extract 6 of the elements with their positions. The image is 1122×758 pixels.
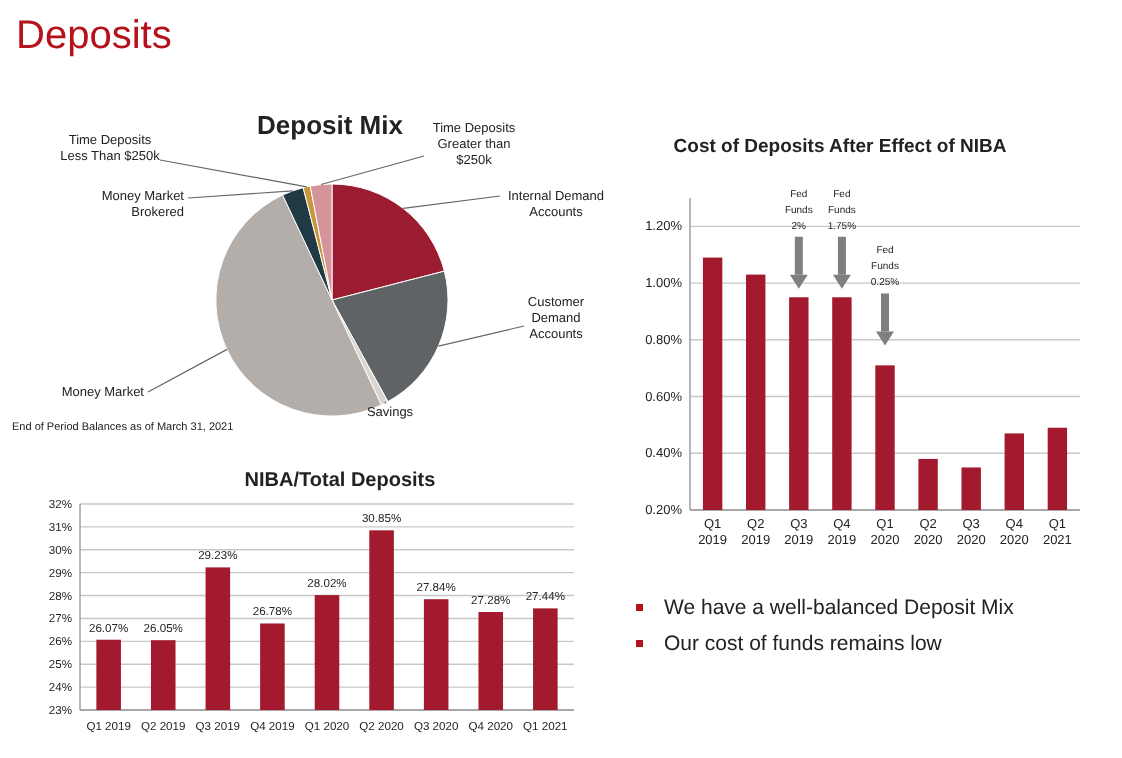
text: We have a well-balanced Deposit Mix — [664, 596, 1016, 620]
chart-title: Deposit Mix — [257, 110, 405, 140]
chart-title: NIBA/Total Deposits — [244, 470, 437, 492]
text: Deposits — [16, 14, 172, 58]
text: Our cost of funds remains low — [664, 632, 943, 656]
chart-title: Cost of Deposits After Effect of NIBA — [673, 136, 1007, 158]
